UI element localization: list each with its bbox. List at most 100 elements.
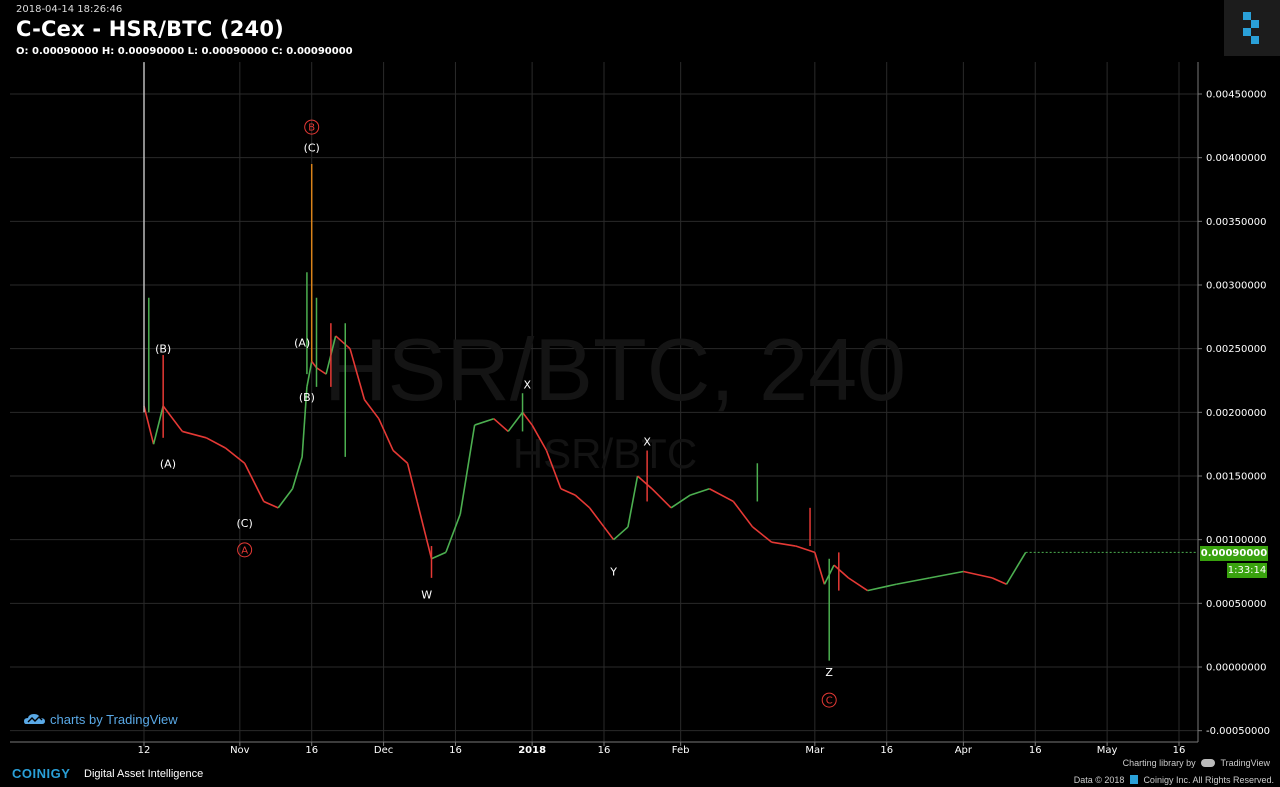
- time-tick-label: 2018: [518, 745, 546, 756]
- series-segment: [277, 488, 294, 509]
- wave-label: (A): [160, 457, 176, 470]
- series-segment: [637, 475, 653, 490]
- tradingview-credit: TradingView: [1220, 758, 1270, 768]
- wave-label: (B): [299, 391, 315, 404]
- wave-circle: [821, 692, 837, 708]
- time-tick-label: Nov: [230, 745, 250, 756]
- price-tick-label: 0.00300000: [1206, 281, 1266, 292]
- series-segment: [991, 577, 1007, 585]
- wave-label: (C): [236, 517, 252, 530]
- copyright-line: Data © 2018 Coinigy Inc. All Rights Rese…: [1074, 775, 1274, 785]
- wave-label: X: [643, 436, 651, 449]
- series-segment: [474, 417, 495, 426]
- series-segment: [929, 570, 964, 579]
- tradingview-link-text[interactable]: charts by TradingView: [50, 712, 178, 727]
- series-segment: [507, 411, 524, 432]
- price-tick-label: 0.00350000: [1206, 217, 1266, 228]
- coinigy-brand[interactable]: COINIGY: [12, 766, 70, 781]
- series-segment: [311, 360, 318, 369]
- series-segment: [833, 564, 849, 579]
- time-tick-label: 12: [138, 745, 151, 756]
- series-segment: [263, 500, 279, 509]
- series-segment: [406, 463, 418, 502]
- time-tick-label: Apr: [955, 745, 973, 756]
- time-tick-label: 16: [1029, 745, 1042, 756]
- time-tick-label: Dec: [374, 745, 393, 756]
- wave-label: Z: [825, 666, 833, 679]
- series-segment: [291, 456, 303, 489]
- series-segment: [771, 541, 796, 547]
- price-tick-label: 0.00450000: [1206, 90, 1266, 101]
- series-segment: [560, 488, 576, 496]
- series-segment: [603, 526, 615, 541]
- series-segment: [316, 367, 327, 375]
- wave-label: W: [421, 588, 432, 601]
- wave-label-red: A: [241, 545, 248, 556]
- price-axis[interactable]: 0.00450000 0.00400000 0.00350000 0.00300000…: [1197, 62, 1270, 742]
- chart-timestamp: 2018-04-14 18:26:46: [16, 4, 123, 15]
- time-tick-label: Mar: [805, 745, 825, 756]
- wave-circle: [304, 119, 320, 135]
- coinigy-small-icon: [1129, 775, 1138, 784]
- series-segment: [613, 526, 629, 541]
- series-segment: [445, 513, 461, 553]
- tradingview-link[interactable]: charts by TradingView: [24, 712, 178, 727]
- series-segment: [224, 447, 246, 464]
- series-segment: [795, 545, 816, 554]
- price-tick-label: -0.00050000: [1206, 726, 1270, 737]
- price-tick-label: 0.00400000: [1206, 153, 1266, 164]
- last-price-badge: 0.00090000: [1200, 546, 1268, 561]
- series-segment: [431, 551, 447, 560]
- time-axis[interactable]: 12 Nov 16 Dec 16 2018 16 Feb Mar 16 Apr 16 May 16: [10, 741, 1198, 756]
- series-segment: [152, 405, 164, 445]
- bar-countdown-badge: 1:33:14: [1227, 563, 1267, 578]
- price-tick-label: 0.00250000: [1206, 344, 1266, 355]
- series-segment: [493, 418, 509, 433]
- time-tick-label: 16: [305, 745, 318, 756]
- series-segment: [521, 411, 533, 426]
- wave-circle: [237, 542, 253, 558]
- tradingview-cloud-icon: [24, 714, 45, 724]
- series-segment: [205, 437, 226, 449]
- series-segment: [963, 570, 993, 579]
- price-tick-label: 0.00100000: [1206, 535, 1266, 546]
- price-series: [143, 335, 1198, 592]
- series-segment: [867, 583, 897, 592]
- wave-label: (C): [304, 141, 320, 154]
- series-segment: [545, 450, 562, 490]
- price-wicks: [143, 62, 840, 661]
- chart-title: C-Cex - HSR/BTC (240): [16, 17, 284, 41]
- time-tick-label: 16: [598, 745, 611, 756]
- series-segment: [588, 507, 605, 528]
- time-tick-label: 16: [449, 745, 462, 756]
- coinigy-logo-icon[interactable]: [1224, 0, 1280, 56]
- wave-label: (A): [294, 336, 310, 349]
- coinigy-inc-text: Coinigy Inc. All Rights Reserved.: [1143, 775, 1274, 785]
- time-tick-label: 16: [880, 745, 893, 756]
- series-segment: [814, 552, 826, 585]
- time-tick-label: May: [1097, 745, 1118, 756]
- series-segment: [143, 405, 155, 445]
- price-tick-label: 0.00050000: [1206, 599, 1266, 610]
- wave-annotations: (B) (A) (C) A (A) (B) B (C) W X Y X Z C: [155, 119, 837, 708]
- series-segment: [651, 488, 672, 509]
- series-segment: [349, 348, 366, 400]
- series-segment: [847, 577, 868, 592]
- price-tick-label: 0.00200000: [1206, 408, 1266, 419]
- series-segment: [1005, 551, 1027, 585]
- series-segment: [896, 577, 930, 586]
- brand-tagline: Digital Asset Intelligence: [84, 768, 204, 780]
- series-segment: [363, 399, 380, 420]
- price-tick-label: 0.00150000: [1206, 472, 1266, 483]
- charting-library-credit[interactable]: Charting library by TradingView: [1123, 758, 1270, 768]
- series-segment: [531, 424, 548, 451]
- series-segment: [574, 494, 591, 509]
- series-segment: [416, 501, 433, 559]
- price-tick-label: 0.00000000: [1206, 663, 1266, 674]
- wave-label: (B): [155, 343, 171, 356]
- brand-name: COINIGY: [12, 766, 71, 781]
- tradingview-small-icon: [1201, 759, 1216, 767]
- time-tick-label: 16: [1173, 745, 1186, 756]
- series-segment: [162, 405, 183, 432]
